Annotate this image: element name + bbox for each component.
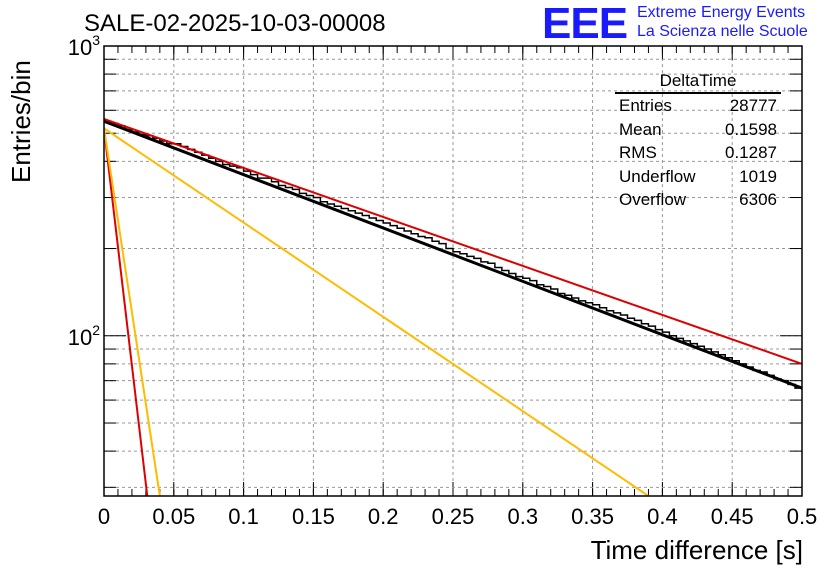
stats-title: DeltaTime <box>615 70 781 94</box>
stats-value: 0.1598 <box>725 119 777 139</box>
y-tick-label: 103 <box>68 32 100 60</box>
stats-value: 1019 <box>739 166 777 186</box>
stats-label: RMS <box>619 143 657 162</box>
x-tick-label: 0.45 <box>711 504 754 529</box>
chart-title: SALE-02-2025-10-03-00008 <box>84 10 386 37</box>
stats-label: Underflow <box>619 166 696 186</box>
stats-row: RMS 0.1287 <box>611 141 777 165</box>
x-tick-label: 0.2 <box>368 504 399 529</box>
stats-label: Entries <box>619 96 672 115</box>
stats-row: Underflow 1019 <box>611 165 777 189</box>
x-tick-label: 0.05 <box>152 504 195 529</box>
x-tick-label: 0.35 <box>571 504 614 529</box>
stats-label: Mean <box>619 119 662 139</box>
stats-row: Overflow 6306 <box>611 188 777 212</box>
x-axis-label: Time difference [s] <box>590 535 803 565</box>
stats-box: DeltaTime Entries 28777 Mean 0.1598 RMS 0.1… <box>611 70 781 212</box>
stats-value: 6306 <box>739 190 777 209</box>
stats-value: 28777 <box>729 96 777 115</box>
plot-frame <box>103 45 803 497</box>
line-series-upper <box>104 118 802 365</box>
line-series-fast-orange <box>104 128 161 496</box>
stats-row: Entries 28777 <box>611 94 777 118</box>
x-tick-label: 0.4 <box>647 504 678 529</box>
x-tick-label: 0.5 <box>787 504 818 529</box>
logo-line-1: Extreme Energy Events <box>637 4 806 21</box>
x-tick-label: 0 <box>98 504 110 529</box>
x-tick-label: 0.1 <box>228 504 259 529</box>
line-series-fit <box>104 119 802 390</box>
logo-line-2: La Scienza nelle Scuole <box>637 23 808 40</box>
x-tick-label: 0.3 <box>508 504 539 529</box>
y-tick-label: 102 <box>68 322 100 350</box>
stats-row: Mean 0.1598 <box>611 118 777 142</box>
line-series-medium-orange <box>104 127 649 496</box>
stats-label: Overflow <box>619 190 687 209</box>
stats-value: 0.1287 <box>725 143 777 162</box>
histogram-series <box>104 120 802 389</box>
x-tick-label: 0.25 <box>432 504 475 529</box>
eee-logo: EEE <box>542 0 628 48</box>
x-tick-label: 0.15 <box>292 504 335 529</box>
line-series-fast-red <box>104 128 149 496</box>
y-axis-label: Entries/bin <box>6 60 36 183</box>
